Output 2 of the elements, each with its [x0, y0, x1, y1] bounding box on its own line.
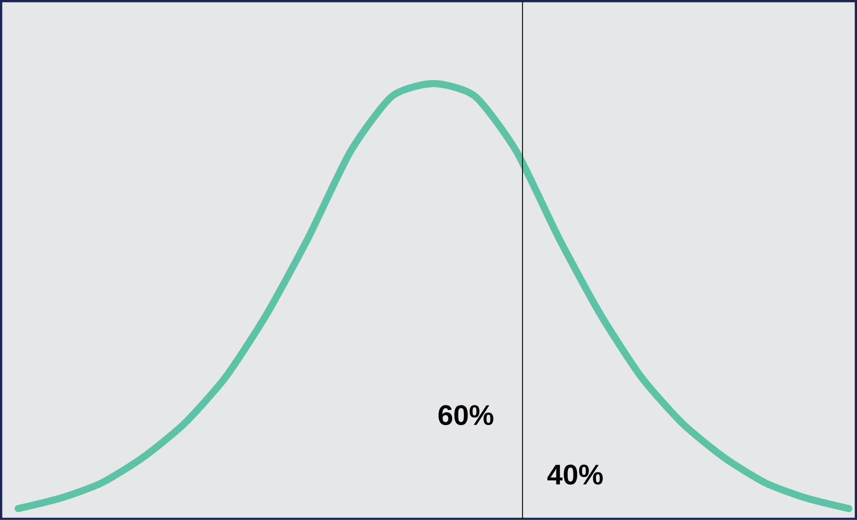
annotation: 60%	[438, 405, 494, 426]
annotation: 40%	[547, 464, 603, 485]
